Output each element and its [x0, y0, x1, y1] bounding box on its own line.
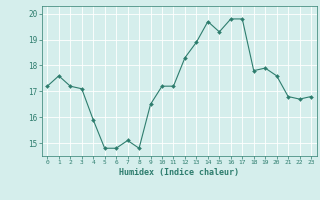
X-axis label: Humidex (Indice chaleur): Humidex (Indice chaleur) — [119, 168, 239, 177]
